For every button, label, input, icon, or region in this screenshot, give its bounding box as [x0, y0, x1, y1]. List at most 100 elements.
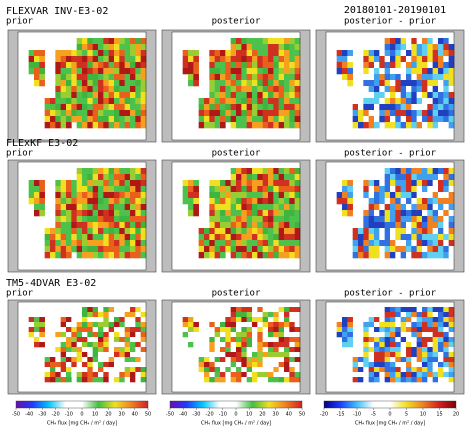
map-cell: [262, 216, 269, 223]
map-cell: [374, 204, 380, 211]
map-cell: [278, 110, 285, 117]
map-cell: [400, 216, 407, 223]
map-cell: [390, 240, 396, 247]
map-cell: [411, 252, 417, 259]
map-cell: [347, 180, 353, 187]
map-cell: [289, 327, 295, 333]
map-cell: [220, 74, 226, 81]
map-cell: [241, 180, 247, 187]
map-cell: [246, 357, 253, 363]
map-cell: [268, 174, 274, 181]
map-cell: [390, 122, 396, 129]
map-cell: [368, 234, 375, 241]
map-cell: [422, 332, 428, 338]
map-cell: [390, 68, 396, 75]
map-cell: [336, 62, 343, 69]
map-cell: [60, 347, 67, 353]
map-cell: [342, 68, 348, 75]
map-cell: [98, 204, 104, 211]
map-cell: [400, 210, 407, 217]
map-cell: [34, 322, 40, 328]
map-cell: [406, 56, 412, 63]
map-cell: [284, 192, 290, 199]
map-cell: [119, 337, 125, 343]
map-cell: [363, 62, 369, 69]
map-cell: [262, 86, 269, 93]
map-cell: [257, 332, 263, 338]
map-cell: [379, 216, 385, 223]
map-cell: [236, 38, 242, 45]
map-cell: [400, 367, 407, 373]
map-cell: [98, 180, 104, 187]
map-cell: [411, 110, 417, 117]
map-cell: [39, 210, 45, 217]
map-cell: [390, 222, 396, 229]
map-cell: [289, 362, 295, 368]
map-cell: [241, 332, 247, 338]
map-cell: [236, 198, 242, 205]
map-cell: [108, 56, 115, 63]
map-cell: [294, 222, 301, 229]
map-cell: [76, 174, 83, 181]
map-cell: [368, 68, 375, 75]
map-cell: [347, 50, 353, 57]
map-cell: [103, 98, 109, 105]
map-cell: [236, 252, 242, 259]
map-cell: [284, 246, 290, 253]
map-cell: [289, 234, 295, 241]
map-cell: [336, 68, 343, 75]
map-cell: [98, 62, 104, 69]
map-cell: [225, 186, 231, 193]
map-cell: [395, 357, 401, 363]
map-cell: [411, 317, 417, 323]
map-cell: [130, 222, 136, 229]
map-cell: [427, 252, 433, 259]
map-cell: [98, 312, 104, 318]
map-cell: [119, 317, 125, 323]
map-cell: [71, 228, 77, 235]
map-cell: [87, 38, 93, 45]
map-cell: [193, 56, 199, 63]
map-cell: [406, 210, 412, 217]
map-cell: [66, 50, 72, 57]
map-cell: [87, 86, 93, 93]
map-cell: [273, 367, 279, 373]
map-cell: [140, 204, 147, 211]
map-cell: [119, 68, 125, 75]
map-cell: [294, 122, 301, 129]
map-cell: [92, 74, 99, 81]
map-cell: [130, 357, 136, 363]
map-cell: [66, 98, 72, 105]
map-cell: [384, 68, 391, 75]
map-cell: [87, 192, 93, 199]
map-cell: [289, 246, 295, 253]
map-cell: [55, 68, 61, 75]
map-cell: [60, 246, 67, 253]
map-cell: [92, 68, 99, 75]
map-cell: [422, 192, 428, 199]
map-cell: [87, 56, 93, 63]
map-cell: [262, 210, 269, 217]
map-cell: [406, 104, 412, 111]
map-cell: [347, 62, 353, 69]
map-cell: [76, 86, 83, 93]
map-cell: [209, 252, 215, 259]
map-cell: [448, 98, 455, 105]
map-cell: [438, 307, 444, 313]
map-cell: [209, 347, 215, 353]
map-cell: [284, 372, 290, 378]
map-cell: [87, 50, 93, 57]
map-cell: [406, 68, 412, 75]
map-cell: [252, 92, 258, 99]
map-cell: [422, 180, 428, 187]
map-cell: [76, 192, 83, 199]
map-cell: [230, 246, 237, 253]
map-cell: [140, 38, 147, 45]
map-cell: [209, 234, 215, 241]
map-cell: [374, 362, 380, 368]
map-cell: [400, 116, 407, 123]
map-cell: [66, 317, 72, 323]
map-cell: [60, 204, 67, 211]
map-cell: [268, 62, 274, 69]
